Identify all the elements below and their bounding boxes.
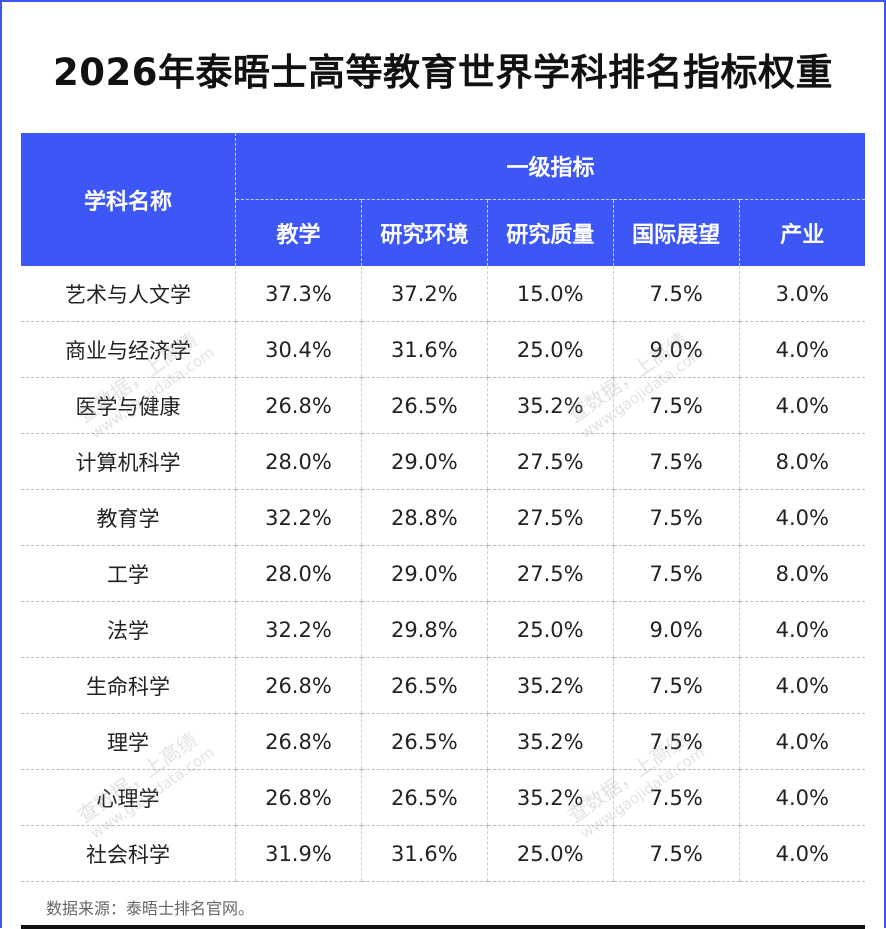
weight-cell: 29.0% <box>360 433 488 490</box>
page-title: 2026年泰晤士高等教育世界学科排名指标权重 <box>53 51 833 94</box>
subject-cell: 理学 <box>21 713 236 770</box>
column-header: 产业 <box>738 199 865 266</box>
weight-cell: 31.6% <box>360 825 488 882</box>
weight-cell: 35.2% <box>486 713 614 770</box>
weights-table: 学科名称 一级指标 教学 研究环境 研究质量 国际展望 产业 艺术与人文学 37.3% 37… <box>21 133 865 882</box>
subject-cell: 法学 <box>21 601 236 658</box>
table-row: 生命科学 26.8% 26.5% 35.2% 7.5% 4.0% <box>21 657 865 714</box>
source-note: 数据来源：泰晤士排名官网。 <box>46 899 255 918</box>
weight-cell: 28.0% <box>235 433 362 490</box>
weight-cell: 7.5% <box>612 657 740 714</box>
weight-cell: 25.0% <box>486 321 614 378</box>
table-row: 法学 32.2% 29.8% 25.0% 9.0% 4.0% <box>21 601 865 658</box>
column-header: 研究质量 <box>486 199 614 266</box>
weight-cell: 7.5% <box>612 545 740 602</box>
weight-cell: 28.8% <box>360 489 488 546</box>
table-row: 医学与健康 26.8% 26.5% 35.2% 7.5% 4.0% <box>21 377 865 434</box>
weight-cell: 3.0% <box>738 266 865 322</box>
subject-cell: 心理学 <box>21 769 236 826</box>
weight-cell: 26.5% <box>360 713 488 770</box>
weight-cell: 25.0% <box>486 825 614 882</box>
weight-cell: 27.5% <box>486 545 614 602</box>
weight-cell: 26.8% <box>235 657 362 714</box>
subject-cell: 工学 <box>21 545 236 602</box>
weight-cell: 31.6% <box>360 321 488 378</box>
weight-cell: 7.5% <box>612 266 740 322</box>
weight-cell: 26.8% <box>235 713 362 770</box>
weight-cell: 27.5% <box>486 433 614 490</box>
table-row: 社会科学 31.9% 31.6% 25.0% 7.5% 4.0% <box>21 825 865 882</box>
weight-cell: 27.5% <box>486 489 614 546</box>
weight-cell: 26.8% <box>235 377 362 434</box>
subject-cell: 计算机科学 <box>21 433 236 490</box>
subject-cell: 艺术与人文学 <box>21 266 236 322</box>
weight-cell: 4.0% <box>738 713 865 770</box>
weight-cell: 9.0% <box>612 601 740 658</box>
weight-cell: 9.0% <box>612 321 740 378</box>
weight-cell: 7.5% <box>612 489 740 546</box>
subject-cell: 商业与经济学 <box>21 321 236 378</box>
weight-cell: 8.0% <box>738 545 865 602</box>
weight-cell: 25.0% <box>486 601 614 658</box>
weight-cell: 7.5% <box>612 433 740 490</box>
subject-cell: 社会科学 <box>21 825 236 882</box>
subject-cell: 医学与健康 <box>21 377 236 434</box>
column-header: 国际展望 <box>612 199 740 266</box>
weight-cell: 7.5% <box>612 377 740 434</box>
table-row: 工学 28.0% 29.0% 27.5% 7.5% 8.0% <box>21 545 865 602</box>
weight-cell: 4.0% <box>738 825 865 882</box>
weight-cell: 37.2% <box>360 266 488 322</box>
weight-cell: 32.2% <box>235 601 362 658</box>
weight-cell: 4.0% <box>738 601 865 658</box>
weight-cell: 35.2% <box>486 769 614 826</box>
weight-cell: 8.0% <box>738 433 865 490</box>
bottom-divider <box>21 925 865 929</box>
weight-cell: 26.5% <box>360 769 488 826</box>
weight-cell: 35.2% <box>486 377 614 434</box>
weight-cell: 30.4% <box>235 321 362 378</box>
weight-cell: 4.0% <box>738 657 865 714</box>
weight-cell: 7.5% <box>612 713 740 770</box>
weight-cell: 4.0% <box>738 377 865 434</box>
weight-cell: 28.0% <box>235 545 362 602</box>
weight-cell: 26.8% <box>235 769 362 826</box>
weight-cell: 7.5% <box>612 825 740 882</box>
column-header: 研究环境 <box>360 199 488 266</box>
weight-cell: 4.0% <box>738 321 865 378</box>
weight-cell: 32.2% <box>235 489 362 546</box>
table-row: 心理学 26.8% 26.5% 35.2% 7.5% 4.0% <box>21 769 865 826</box>
weight-cell: 37.3% <box>235 266 362 322</box>
weight-cell: 4.0% <box>738 769 865 826</box>
table-row: 计算机科学 28.0% 29.0% 27.5% 7.5% 8.0% <box>21 433 865 490</box>
table-row: 艺术与人文学 37.3% 37.2% 15.0% 7.5% 3.0% <box>21 266 865 322</box>
weight-cell: 4.0% <box>738 489 865 546</box>
table-row: 商业与经济学 30.4% 31.6% 25.0% 9.0% 4.0% <box>21 321 865 378</box>
weight-cell: 29.8% <box>360 601 488 658</box>
weight-cell: 26.5% <box>360 377 488 434</box>
column-header: 教学 <box>235 199 362 266</box>
weight-cell: 31.9% <box>235 825 362 882</box>
weight-cell: 35.2% <box>486 657 614 714</box>
weight-cell: 26.5% <box>360 657 488 714</box>
weight-cell: 29.0% <box>360 545 488 602</box>
header-group: 一级指标 <box>235 133 865 200</box>
weight-cell: 7.5% <box>612 769 740 826</box>
subject-cell: 教育学 <box>21 489 236 546</box>
table-row: 教育学 32.2% 28.8% 27.5% 7.5% 4.0% <box>21 489 865 546</box>
table-row: 理学 26.8% 26.5% 35.2% 7.5% 4.0% <box>21 713 865 770</box>
header-subject: 学科名称 <box>21 133 236 266</box>
weight-cell: 15.0% <box>486 266 614 322</box>
subject-cell: 生命科学 <box>21 657 236 714</box>
